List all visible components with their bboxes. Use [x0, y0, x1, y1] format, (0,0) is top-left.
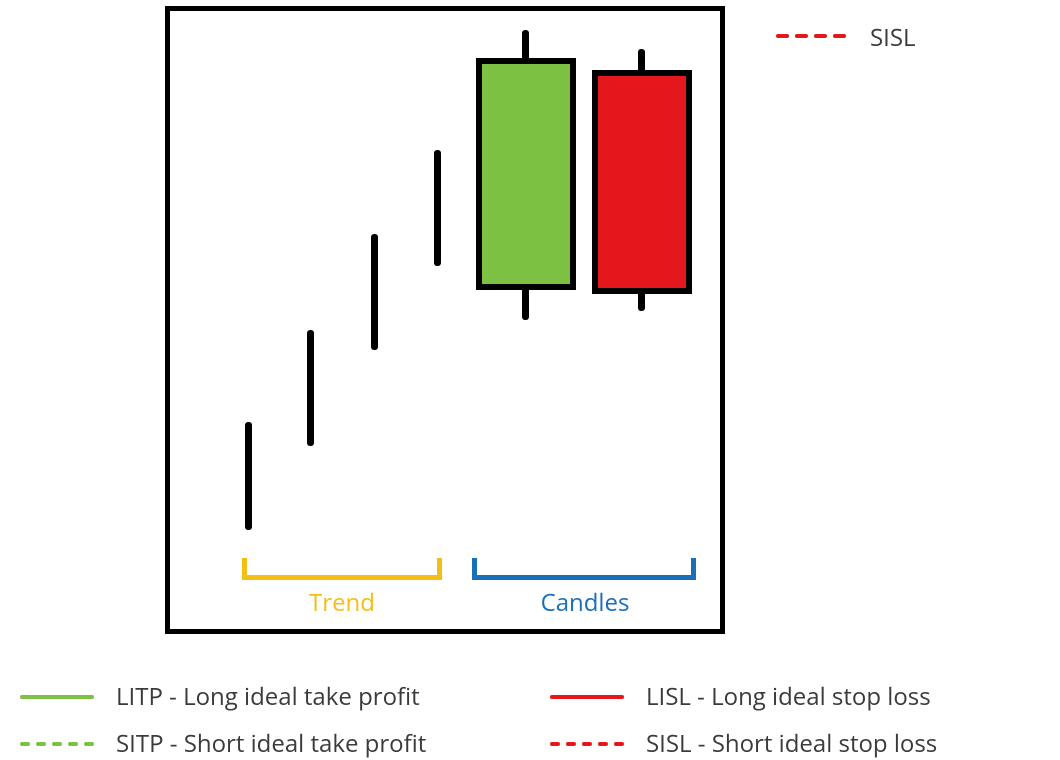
trend-bar: [434, 150, 441, 266]
legend-item-label: SISL - Short ideal stop loss: [646, 727, 937, 760]
legend-item-label: LITP - Long ideal take profit: [116, 680, 420, 713]
red-candle-body: [592, 70, 692, 294]
candles-bracket-label: Candles: [500, 586, 670, 619]
sisl-marker-label: SISL: [870, 21, 916, 54]
legend-item-label: LISL - Long ideal stop loss: [646, 680, 931, 713]
legend-item: SISL - Short ideal stop loss: [550, 727, 1040, 760]
legend-item: SITP - Short ideal take profit: [20, 727, 510, 760]
legend: LITP - Long ideal take profit LISL - Long…: [20, 680, 1040, 760]
legend-line-icon: [20, 742, 94, 746]
legend-line-icon: [20, 695, 94, 699]
candles-bracket: [472, 558, 696, 580]
trend-bracket-label: Trend: [282, 586, 402, 619]
trend-bar: [371, 234, 378, 350]
legend-item: LISL - Long ideal stop loss: [550, 680, 1040, 713]
trend-bar: [307, 330, 314, 446]
sisl-marker: [776, 34, 846, 38]
green-candle-body: [476, 58, 576, 290]
legend-item: LITP - Long ideal take profit: [20, 680, 510, 713]
legend-line-icon: [550, 742, 624, 746]
diagram-canvas: Trend Candles SISL LITP - Long ideal tak…: [0, 0, 1060, 757]
trend-bar: [245, 422, 252, 530]
legend-line-icon: [550, 695, 624, 699]
legend-item-label: SITP - Short ideal take profit: [116, 727, 426, 760]
trend-bracket: [242, 558, 442, 580]
